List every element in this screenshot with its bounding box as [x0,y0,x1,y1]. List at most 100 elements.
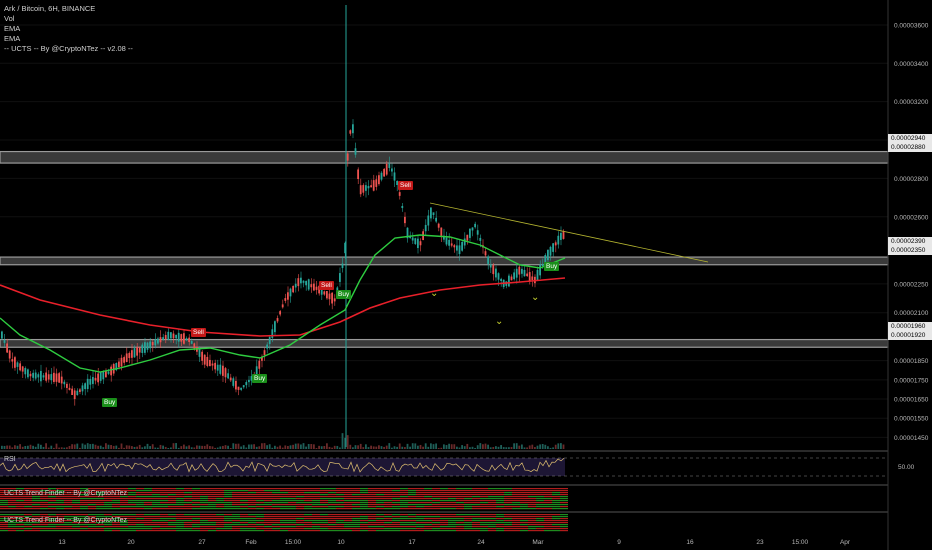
sell-signal: Sell [319,281,334,290]
volume-bar [362,447,365,449]
trend-cell [144,522,152,524]
candle-body [313,283,315,291]
trend-cell [88,498,96,500]
candle-body [138,347,141,353]
trend-cell [512,518,520,520]
trend-cell [320,492,328,494]
trend-cell [272,528,280,530]
indicator-ucts[interactable]: -- UCTS -- By @CryptoNTez -- v2.08 -- [4,44,133,53]
trend-cell [520,504,528,506]
trend-cell [32,526,40,528]
candle-body [547,249,549,261]
trend-cell [408,500,416,502]
trend-cell [216,496,224,498]
candle-body [463,238,466,246]
trend-cell [312,488,320,490]
trend-cell [136,518,144,520]
volume-bar [432,444,435,449]
trend-cell [16,528,24,530]
trend-cell [16,498,24,500]
trend-cell [320,488,328,490]
trend-cell [280,496,288,498]
trend-cell [296,522,304,524]
trend-cell [360,524,368,526]
indicator-ema-1[interactable]: EMA [4,24,21,33]
candle-body [339,273,341,282]
trend-cell [184,488,192,490]
volume-bar [229,447,232,449]
volume-bar [398,443,401,449]
trend-cell [8,516,16,518]
candle-body [123,357,125,363]
trend-cell [528,524,536,526]
trend-cell [416,518,424,520]
indicator-vol[interactable]: Vol [4,14,15,23]
candle-body [393,172,396,181]
candle-body [544,255,547,265]
trend-cell [88,494,96,496]
trend-cell [464,508,472,510]
trend-cell [528,522,536,524]
volume-bar [526,447,528,449]
trend-cell [128,506,136,508]
trend-cell [536,492,544,494]
trend-cell [552,508,560,510]
trend-cell [544,520,552,522]
trend-cell [352,492,360,494]
trend-cell [328,520,336,522]
trend-cell [64,498,72,500]
trend-cell [544,490,552,492]
trend-cell [328,506,336,508]
candle-body [224,368,227,378]
candle-body [445,237,448,245]
indicator-ema-2[interactable]: EMA [4,34,21,43]
trend-cell [296,506,304,508]
trend-cell [400,496,408,498]
trend-cell [456,506,464,508]
volume-bar [131,446,133,449]
trend-cell [32,518,40,520]
bottom-marker: ⌄ [430,288,439,299]
trend-cell [248,492,256,494]
trend-cell [512,502,520,504]
trend-cell [536,494,544,496]
trend-cell [328,502,336,504]
volume-bar [539,444,541,449]
trend-cell [400,514,408,516]
trend-cell [512,528,520,530]
trend-cell [240,524,248,526]
volume-bar [531,444,534,449]
trend-cell [328,514,336,516]
trend-cell [0,504,8,506]
candle-body [414,238,417,245]
volume-bar [302,443,305,449]
trend-cell [104,520,112,522]
trend-cell [120,498,128,500]
trend-cell [248,508,256,510]
trend-cell [520,524,528,526]
trend-cell [176,524,184,526]
trend-cell [96,494,104,496]
trend-cell [528,520,536,522]
volume-bar [476,445,479,449]
trend-cell [408,530,416,532]
trend-cell [304,488,312,490]
volume-bar [141,447,144,449]
trend-cell [368,516,376,518]
trend-cell [72,520,80,522]
volume-bar [500,445,502,449]
volume-bar [248,444,250,449]
x-tick-label: Feb [245,539,257,546]
volume-bar [294,443,297,449]
trend-cell [536,500,544,502]
candle-body [266,344,268,349]
volume-bar [372,446,375,449]
trend-cell [48,508,56,510]
trend-cell [32,502,40,504]
trend-cell [80,494,88,496]
trend-cell [520,492,528,494]
candle-body [157,338,159,344]
trend-cell [344,506,352,508]
trend-cell [32,508,40,510]
